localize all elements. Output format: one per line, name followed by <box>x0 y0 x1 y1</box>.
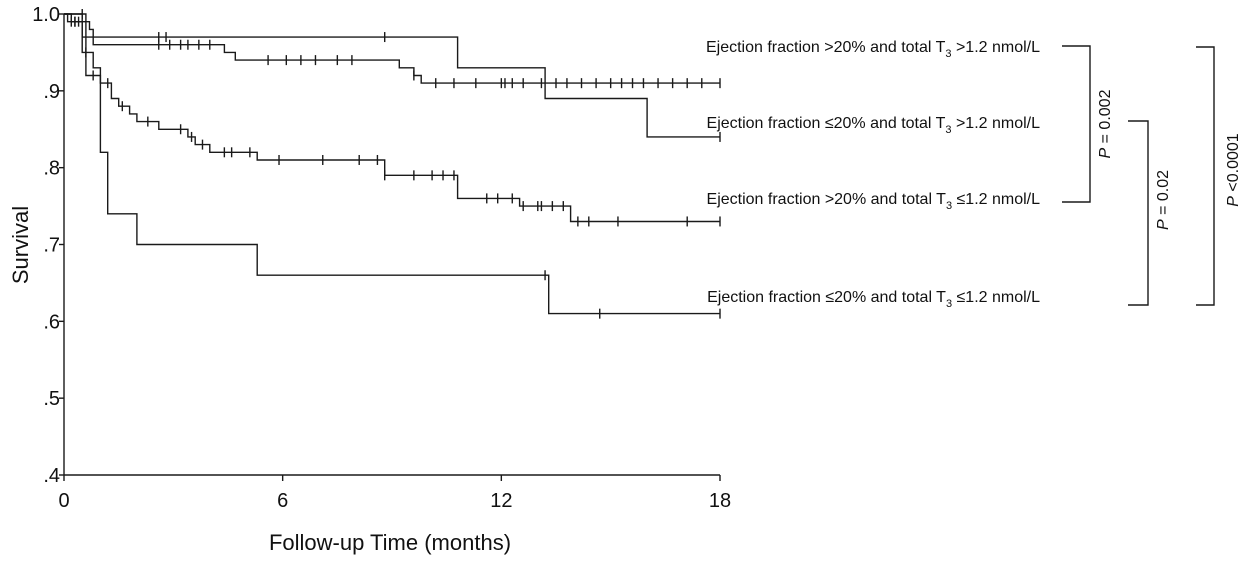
p-bracket-3 <box>1196 46 1215 306</box>
p-bracket-1 <box>1062 45 1091 203</box>
series-label-2: Ejection fraction ≤20% and total T3 >1.2… <box>707 115 1041 136</box>
axes: .4 .5 .6 .7 .8 .9 1.0 0 6 12 18 <box>32 4 731 512</box>
series-label-3: Ejection fraction >20% and total T3 ≤1.2… <box>707 191 1041 212</box>
x-tick-label: 12 <box>490 490 512 512</box>
y-tick-label: .4 <box>43 465 60 487</box>
y-tick-label: 1.0 <box>32 4 60 26</box>
p-bracket-2 <box>1128 120 1149 306</box>
x-tick-label: 18 <box>709 490 731 512</box>
y-tick-label: .5 <box>43 388 60 410</box>
y-axis-title: Survival <box>8 206 33 284</box>
x-tick-label: 6 <box>277 490 288 512</box>
series-line-3 <box>64 13 720 223</box>
series-line-4 <box>64 13 720 315</box>
p-value-label-3: P <0.0001 <box>1225 133 1242 207</box>
y-tick-label: .7 <box>43 235 60 257</box>
series-layer <box>64 9 721 319</box>
series-label-4: Ejection fraction ≤20% and total T3 ≤1.2… <box>707 289 1040 310</box>
series-label-1: Ejection fraction >20% and total T3 >1.2… <box>706 39 1040 60</box>
x-axis-title: Follow-up Time (months) <box>269 530 511 555</box>
y-tick-label: .6 <box>43 311 60 333</box>
y-tick-label: .9 <box>43 81 60 103</box>
legend-layer: Ejection fraction >20% and total T3 >1.2… <box>706 39 1040 310</box>
p-value-label-1: P = 0.002 <box>1097 89 1114 158</box>
p-value-brackets: P = 0.002 P = 0.02 P <0.0001 <box>1062 45 1242 306</box>
series-line-1 <box>64 13 720 138</box>
p-value-label-2: P = 0.02 <box>1155 170 1172 230</box>
y-tick-label: .8 <box>43 158 60 180</box>
x-tick-label: 0 <box>58 490 69 512</box>
series-line-2 <box>64 13 720 84</box>
